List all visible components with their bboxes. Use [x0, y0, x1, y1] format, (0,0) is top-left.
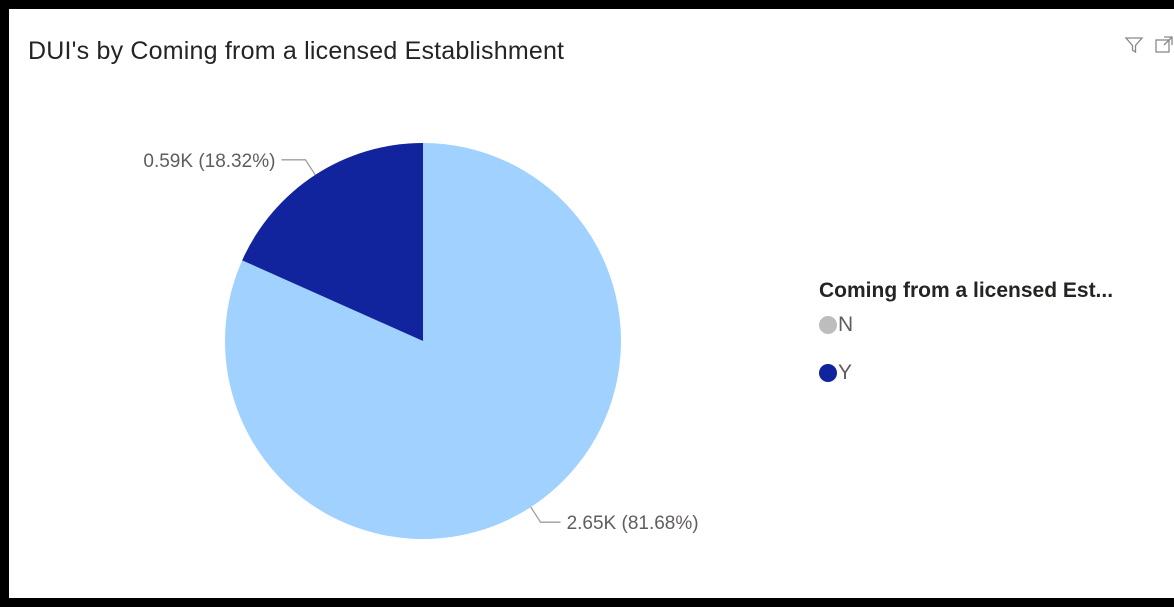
data-label-n: 2.65K (81.68%)	[567, 513, 699, 534]
focus-mode-icon[interactable]	[1154, 35, 1174, 55]
chart-title: DUI's by Coming from a licensed Establis…	[28, 37, 565, 65]
data-label-y: 0.59K (18.32%)	[143, 151, 275, 172]
legend-marker-n	[819, 316, 837, 334]
visual-header-icons	[1124, 35, 1174, 55]
leader-line-y	[281, 159, 316, 176]
pie-chart-visual: DUI's by Coming from a licensed Establis…	[9, 9, 1174, 598]
legend-marker-y	[819, 364, 837, 382]
legend: Coming from a licensed Est... N Y	[819, 279, 1174, 386]
legend-title: Coming from a licensed Est...	[819, 279, 1114, 302]
filter-icon[interactable]	[1124, 35, 1144, 55]
legend-label-y: Y	[838, 361, 853, 384]
leader-line-n	[530, 506, 561, 523]
legend-item-n[interactable]: N	[819, 312, 1174, 338]
legend-item-y[interactable]: Y	[819, 360, 1174, 386]
legend-label-n: N	[838, 313, 854, 336]
pie-chart: 2.65K (81.68%) 0.59K (18.32%)	[143, 143, 699, 539]
pie-slice-y[interactable]	[242, 143, 423, 341]
